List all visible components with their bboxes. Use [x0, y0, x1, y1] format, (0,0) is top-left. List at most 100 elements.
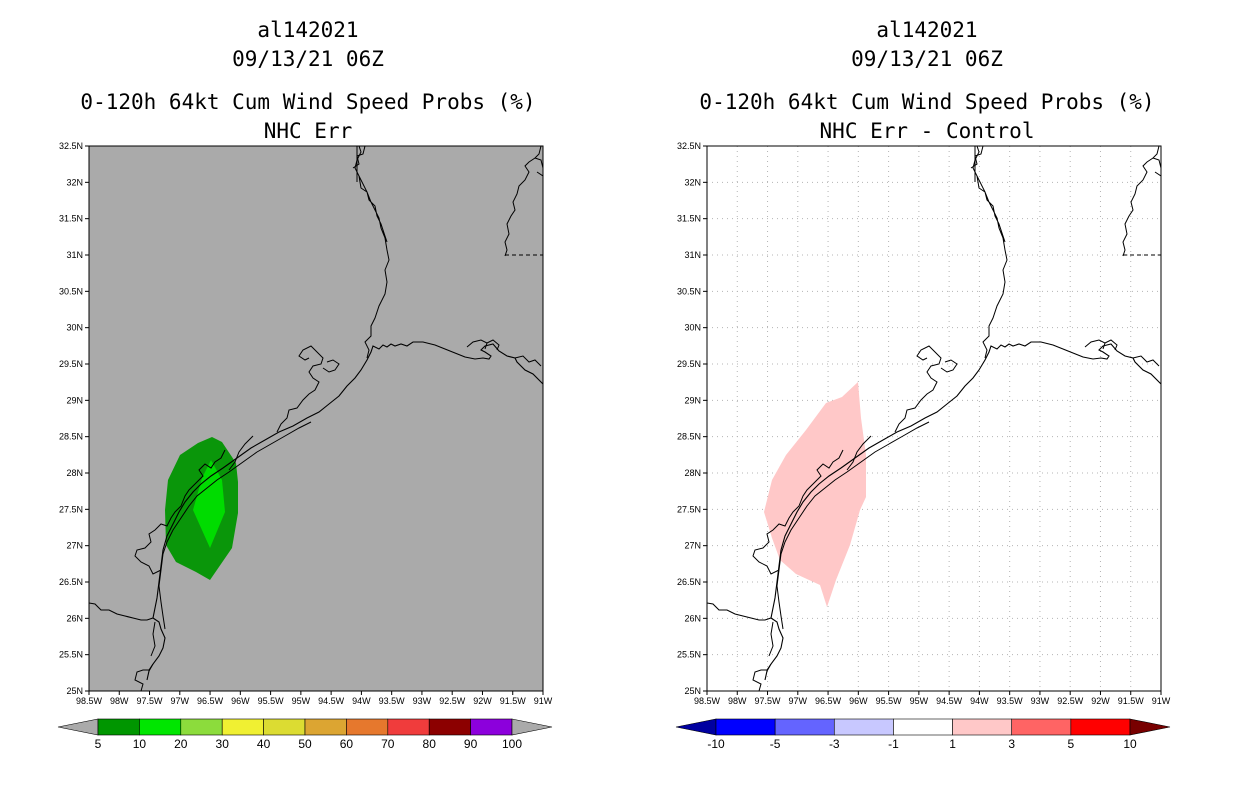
right-colorbar-low-arrow [675, 718, 717, 736]
left-colorbar-label: 80 [423, 737, 437, 751]
left-colorbar-label: 40 [257, 737, 271, 751]
right-lon-label: 91.5W [1118, 696, 1145, 706]
left-colorbar-label: 50 [298, 737, 312, 751]
left-lat-label: 31.5N [59, 214, 83, 224]
left-lat-label: 31N [66, 250, 83, 260]
left-lat-label: 32.5N [59, 141, 83, 151]
right-lat-label: 32N [684, 177, 701, 187]
left-map-background [89, 146, 543, 691]
left-lat-label: 25.5N [59, 650, 83, 660]
left-colorbar-box [428, 718, 471, 736]
left-lat-label: 26N [66, 613, 83, 623]
right-colorbar-label: 5 [1068, 737, 1075, 751]
left-lon-label: 93W [413, 696, 432, 706]
left-title-storm: al142021 [257, 18, 359, 42]
right-map-background [707, 146, 1161, 691]
right-lat-label: 32.5N [677, 141, 701, 151]
left-lon-label: 95W [292, 696, 311, 706]
right-lon-label: 94W [970, 696, 989, 706]
left-colorbar-label: 20 [174, 737, 188, 751]
right-lat-label: 31N [684, 250, 701, 260]
right-lat-label: 29.5N [677, 359, 701, 369]
right-lat-label: 28.5N [677, 432, 701, 442]
left-lon-label: 97.5W [137, 696, 164, 706]
left-lon-label: 97W [171, 696, 190, 706]
left-colorbar-box [304, 718, 347, 736]
left-colorbar-box [139, 718, 182, 736]
right-colorbar-box [1070, 718, 1131, 736]
left-lat-label: 30N [66, 323, 83, 333]
left-colorbar-box [180, 718, 223, 736]
left-lat-label: 27.5N [59, 504, 83, 514]
right-lon-label: 96W [849, 696, 868, 706]
left-colorbar: 5 10 20 30 40 50 60 70 80 90 100 [57, 718, 553, 751]
right-lat-label: 27.5N [677, 504, 701, 514]
right-colorbar: -10 -5 -3 -1 1 3 5 10 [675, 718, 1171, 751]
right-lon-label: 92.5W [1057, 696, 1084, 706]
right-title-subtitle: NHC Err - Control [819, 119, 1035, 143]
left-colorbar-label: 10 [133, 737, 147, 751]
left-colorbar-box [221, 718, 264, 736]
right-grid [707, 146, 1161, 691]
right-lat-label: 31.5N [677, 214, 701, 224]
right-diff-1-3 [764, 382, 866, 607]
left-lat-label: 29.5N [59, 359, 83, 369]
left-lon-label: 91.5W [500, 696, 527, 706]
right-lon-label: 97.5W [755, 696, 782, 706]
right-lat-label: 27N [684, 541, 701, 551]
right-colorbar-label: 10 [1123, 737, 1137, 751]
left-lon-label: 98.5W [76, 696, 103, 706]
right-lon-label: 91W [1152, 696, 1171, 706]
left-prob-10-20 [193, 460, 225, 548]
left-lat-label: 30.5N [59, 286, 83, 296]
left-lon-label: 96.5W [197, 696, 224, 706]
left-colorbar-label: 5 [95, 737, 102, 751]
left-lat-label: 27N [66, 541, 83, 551]
right-colorbar-label: -10 [707, 737, 725, 751]
left-title-subtitle: NHC Err [263, 119, 353, 143]
right-lat-label: 25N [684, 686, 701, 696]
right-lat-label: 29N [684, 395, 701, 405]
left-lon-label: 92.5W [439, 696, 466, 706]
right-lat-label: 26N [684, 613, 701, 623]
right-lon-label: 96.5W [815, 696, 842, 706]
right-colorbar-box [833, 718, 894, 736]
right-lon-label: 97W [789, 696, 808, 706]
right-axes: 32.5N 32N 31.5N 31N 30.5N 30N 29.5N 29N 28.5N 28N… [677, 141, 1171, 706]
right-lat-label: 30N [684, 323, 701, 333]
right-colorbar-high-arrow [1129, 718, 1171, 736]
left-colorbar-box [346, 718, 389, 736]
right-colorbar-box [715, 718, 776, 736]
left-colorbar-box [263, 718, 306, 736]
right-colorbar-label: -1 [888, 737, 899, 751]
right-colorbar-box [774, 718, 835, 736]
right-colorbar-label: 3 [1008, 737, 1015, 751]
left-prob-shading [165, 437, 238, 580]
left-axes: 32.5N 32N 31.5N 31N 30.5N 30N 29.5N 29N 28.5N 28N… [59, 141, 553, 706]
right-lon-label: 93W [1031, 696, 1050, 706]
right-map-frame [706, 145, 1162, 692]
right-lon-label: 98W [728, 696, 747, 706]
right-lon-label: 98.5W [694, 696, 721, 706]
left-colorbar-label: 90 [464, 737, 478, 751]
left-lon-label: 94W [352, 696, 371, 706]
right-lon-label: 93.5W [997, 696, 1024, 706]
right-title-product: 0-120h 64kt Cum Wind Speed Probs (%) [699, 90, 1155, 114]
left-map-frame [88, 145, 544, 692]
right-lat-label: 30.5N [677, 286, 701, 296]
left-colorbar-box [387, 718, 430, 736]
right-title-date: 09/13/21 06Z [851, 47, 1003, 71]
right-colorbar-label: -5 [770, 737, 781, 751]
right-title-storm: al142021 [876, 18, 978, 42]
left-lon-label: 93.5W [379, 696, 406, 706]
right-lat-label: 28N [684, 468, 701, 478]
left-lon-label: 91W [534, 696, 553, 706]
left-colorbar-label: 70 [381, 737, 395, 751]
left-lat-label: 26.5N [59, 577, 83, 587]
right-lat-label: 25.5N [677, 650, 701, 660]
left-lon-label: 95.5W [258, 696, 285, 706]
left-colorbar-label: 60 [340, 737, 354, 751]
left-colorbar-label: 30 [216, 737, 230, 751]
right-lon-label: 95.5W [876, 696, 903, 706]
